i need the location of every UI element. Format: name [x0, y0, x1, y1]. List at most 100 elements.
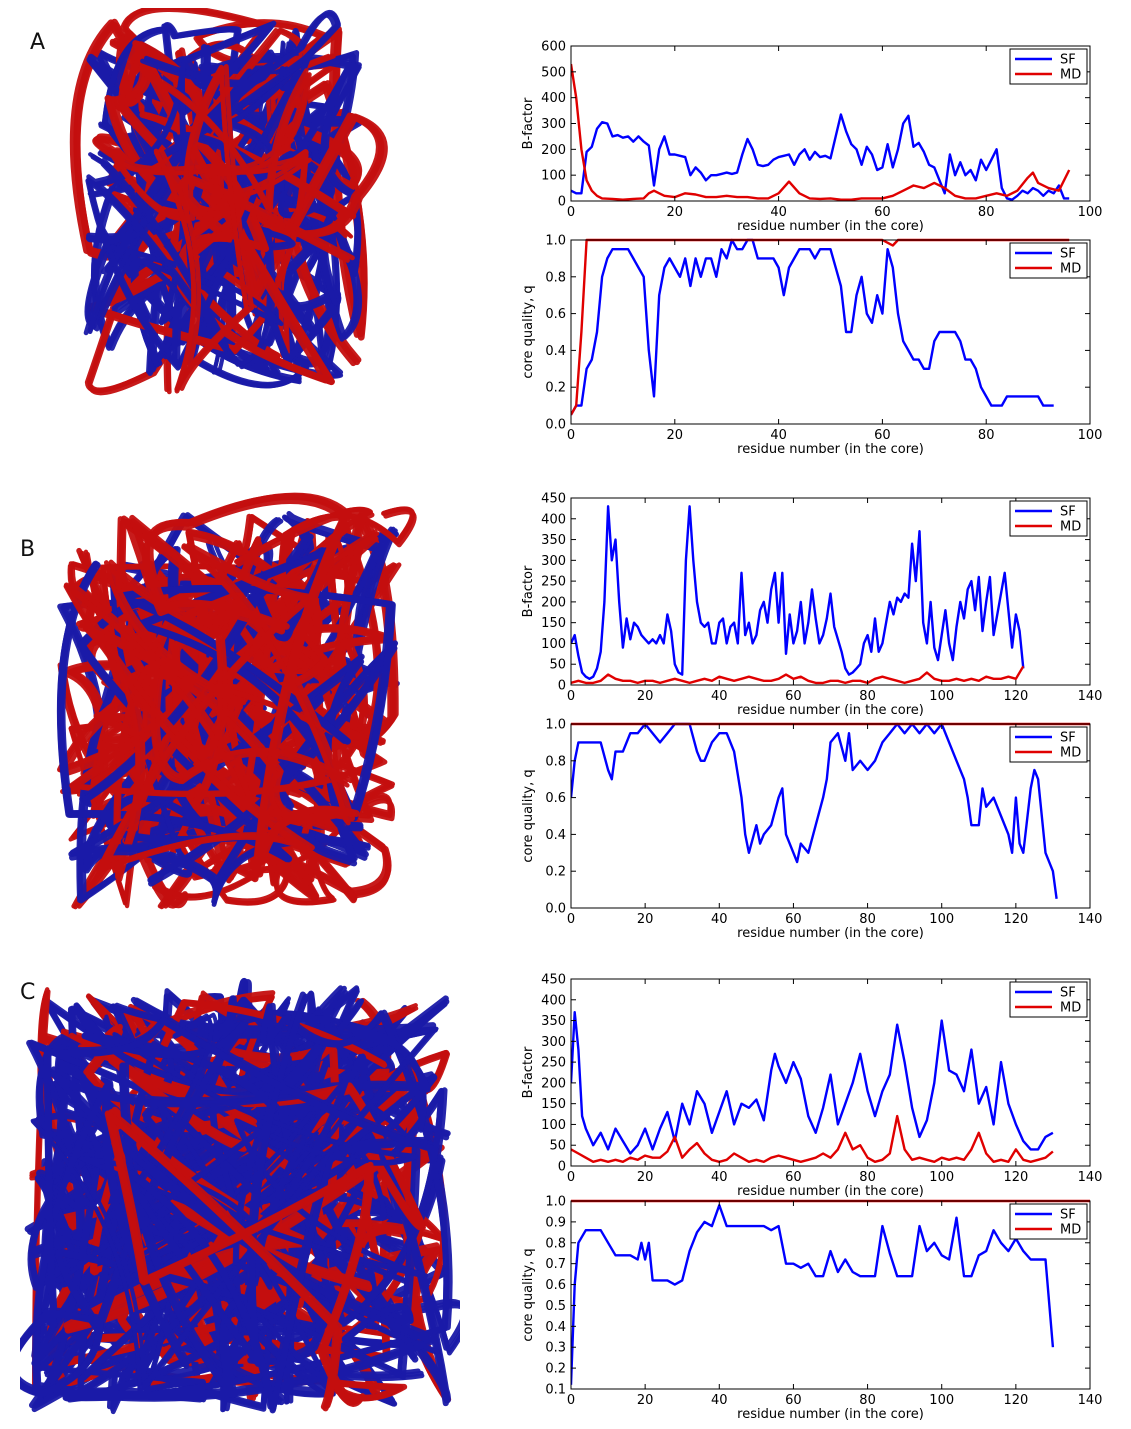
series-line-md: [571, 238, 1070, 416]
legend-label-sf: SF: [1060, 53, 1076, 68]
md-strand: [158, 63, 355, 391]
x-tick-label: 40: [711, 1393, 728, 1408]
y-tick-label: 1.0: [545, 718, 566, 733]
y-tick-label: 0.2: [545, 1362, 566, 1377]
panel-letter-b: B: [20, 537, 36, 562]
y-tick-label: 250: [541, 575, 566, 590]
y-tick-label: 450: [541, 973, 566, 988]
y-tick-label: 350: [541, 1014, 566, 1029]
x-tick-label: 0: [567, 689, 575, 704]
y-tick-label: 0: [558, 195, 566, 210]
y-tick-label: 0.5: [545, 1299, 566, 1314]
md-strand: [106, 1111, 372, 1412]
protein-structure-c-image: [20, 977, 460, 1415]
chart-a-core-quality: 0 20 40 60 80 100 0.0 0.2 0.4 0.6 0.8 1.0 residue nu…: [521, 234, 1102, 458]
x-tick-label: 140: [1078, 1170, 1103, 1185]
x-tick-label: 80: [978, 205, 995, 220]
y-tick-label: 0.0: [545, 902, 566, 917]
y-tick-label: 100: [541, 1118, 566, 1133]
legend-label-md: MD: [1060, 1223, 1081, 1238]
y-tick-label: 100: [541, 169, 566, 184]
x-tick-label: 120: [1003, 689, 1028, 704]
x-tick-label: 100: [929, 689, 954, 704]
sf-strand: [38, 1101, 440, 1396]
y-tick-label: 1.0: [545, 1195, 566, 1210]
y-tick-label: 0.6: [545, 1278, 566, 1293]
y-tick-label: 0.7: [545, 1257, 566, 1272]
x-axis-label: residue number (in the core): [737, 1184, 924, 1199]
x-axis-label: residue number (in the core): [737, 1407, 924, 1422]
sf-strand: [56, 1032, 429, 1335]
y-tick-label: 150: [541, 616, 566, 631]
x-tick-label: 20: [637, 912, 654, 927]
y-axis-label: core quality, q: [521, 1248, 536, 1341]
x-axis-label: residue number (in the core): [737, 442, 924, 457]
y-tick-label: 0.3: [545, 1341, 566, 1356]
x-tick-label: 100: [929, 1170, 954, 1185]
x-tick-label: 0: [567, 428, 575, 443]
legend-label-sf: SF: [1060, 731, 1076, 746]
sf-strand: [20, 1017, 439, 1398]
y-axis-label: core quality, q: [521, 285, 536, 378]
x-tick-label: 60: [785, 912, 802, 927]
x-tick-label: 140: [1078, 1393, 1103, 1408]
x-tick-label: 80: [978, 428, 995, 443]
y-tick-label: 0.8: [545, 754, 566, 769]
x-tick-label: 0: [567, 912, 575, 927]
legend-label-sf: SF: [1060, 1208, 1076, 1223]
x-axis-label: residue number (in the core): [737, 926, 924, 941]
md-strand: [68, 542, 353, 871]
x-tick-label: 80: [859, 1393, 876, 1408]
legend-label-md: MD: [1060, 262, 1081, 277]
y-tick-label: 400: [541, 512, 566, 527]
x-tick-label: 60: [785, 1170, 802, 1185]
y-tick-label: 300: [541, 1035, 566, 1050]
x-tick-label: 60: [785, 1393, 802, 1408]
y-tick-label: 0.2: [545, 381, 566, 396]
md-strand: [108, 559, 353, 805]
x-tick-label: 0: [567, 205, 575, 220]
y-tick-label: 0.4: [545, 344, 566, 359]
x-tick-label: 20: [667, 205, 684, 220]
panel-letter-a: A: [30, 30, 46, 55]
sf-strand: [26, 1039, 401, 1402]
x-tick-label: 40: [770, 428, 787, 443]
x-tick-label: 140: [1078, 689, 1103, 704]
y-tick-label: 350: [541, 533, 566, 548]
y-tick-label: 0.6: [545, 307, 566, 322]
x-tick-label: 20: [637, 1170, 654, 1185]
y-axis-label: B-factor: [521, 565, 536, 617]
y-tick-label: 450: [541, 492, 566, 507]
legend-label-sf: SF: [1060, 505, 1076, 520]
md-strand: [153, 64, 350, 392]
protein-structure-a-image: [69, 8, 388, 396]
y-tick-label: 0.2: [545, 865, 566, 880]
x-tick-label: 0: [567, 1393, 575, 1408]
series-line-md: [571, 1114, 1054, 1163]
chart-b-bfactor: 0 20 40 60 80 100 120 140 0 50 100 150 200 250 300 350 4…: [521, 492, 1103, 719]
y-tick-label: 50: [549, 1139, 566, 1154]
y-tick-label: 150: [541, 1097, 566, 1112]
plot-frame: [570, 723, 1091, 909]
y-tick-label: 0.9: [545, 1215, 566, 1230]
x-tick-label: 60: [874, 205, 891, 220]
y-tick-label: 200: [541, 143, 566, 158]
legend-label-md: MD: [1060, 1001, 1081, 1016]
legend-label-md: MD: [1060, 68, 1081, 83]
x-tick-label: 20: [637, 689, 654, 704]
x-tick-label: 100: [929, 912, 954, 927]
y-tick-label: 200: [541, 595, 566, 610]
series-line-sf: [571, 1011, 1054, 1155]
x-tick-label: 20: [637, 1393, 654, 1408]
y-tick-label: 0.8: [545, 270, 566, 285]
y-tick-label: 300: [541, 117, 566, 132]
x-tick-label: 40: [711, 689, 728, 704]
series-line-sf: [571, 505, 1025, 680]
x-tick-label: 60: [785, 689, 802, 704]
sf-strand: [84, 68, 292, 367]
